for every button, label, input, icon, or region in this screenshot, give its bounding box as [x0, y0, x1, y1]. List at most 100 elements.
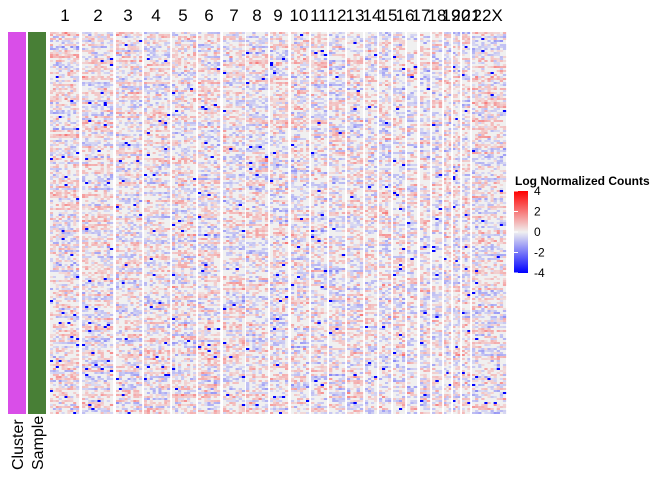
heatmap-cell — [82, 340, 86, 342]
heatmap-cell — [85, 226, 89, 228]
heatmap-cell — [61, 280, 65, 282]
heatmap-cell — [64, 148, 68, 150]
heatmap-cell — [55, 98, 59, 100]
heatmap-cell — [116, 34, 120, 36]
heatmap-cell — [184, 250, 188, 252]
heatmap-cell — [146, 50, 150, 52]
heatmap-cell — [55, 54, 59, 56]
heatmap-cell — [91, 126, 95, 128]
heatmap-cell — [91, 146, 95, 148]
heatmap-cell — [136, 190, 140, 192]
heatmap-cell — [130, 270, 134, 272]
heatmap-cell — [139, 270, 143, 272]
heatmap-cell — [167, 264, 171, 266]
heatmap-cell — [100, 410, 104, 412]
heatmap-cell — [82, 186, 86, 188]
heatmap-cell — [73, 320, 77, 322]
heatmap-cell — [175, 214, 179, 216]
heatmap-cell — [121, 386, 125, 388]
heatmap-cell — [127, 174, 131, 176]
heatmap-cell — [76, 68, 80, 70]
heatmap-cell — [76, 158, 80, 160]
heatmap-cell — [100, 214, 104, 216]
heatmap-cell — [50, 406, 54, 408]
heatmap-cell — [82, 130, 86, 132]
heatmap-cell — [70, 190, 74, 192]
heatmap-cell — [164, 122, 168, 124]
heatmap-cell — [50, 102, 54, 104]
heatmap-cell — [136, 178, 140, 180]
heatmap-cell — [139, 404, 143, 406]
heatmap-cell — [127, 258, 131, 260]
heatmap-cell — [103, 92, 107, 94]
heatmap-cell — [52, 384, 56, 386]
heatmap-cell — [64, 190, 68, 192]
heatmap-cell — [61, 228, 65, 230]
heatmap-cell — [106, 158, 111, 160]
heatmap-cell — [50, 92, 54, 94]
heatmap-cell — [146, 220, 150, 222]
heatmap-cell — [184, 158, 188, 160]
heatmap-cell — [130, 152, 134, 154]
heatmap-cell — [155, 246, 159, 248]
heatmap-cell — [152, 350, 156, 352]
heatmap-cell — [158, 258, 162, 260]
heatmap-cell — [172, 90, 176, 92]
heatmap-cell — [146, 186, 150, 188]
heatmap-cell — [136, 236, 140, 238]
heatmap-cell — [178, 226, 182, 228]
heatmap-cell — [190, 56, 194, 58]
heatmap-cell — [172, 286, 176, 288]
heatmap-cell — [67, 224, 71, 226]
heatmap-cell — [121, 150, 125, 152]
heatmap-cell — [58, 308, 62, 310]
heatmap-cell — [152, 108, 156, 110]
heatmap-cell — [116, 250, 120, 252]
heatmap-cell — [181, 36, 185, 38]
heatmap-cell — [133, 92, 137, 94]
heatmap-cell — [97, 194, 101, 196]
heatmap-cell — [88, 36, 92, 38]
heatmap-cell — [161, 228, 165, 230]
heatmap-cell — [106, 378, 111, 380]
heatmap-cell — [91, 150, 95, 152]
heatmap-cell — [61, 386, 65, 388]
heatmap-cell — [76, 316, 80, 318]
heatmap-cell — [139, 346, 143, 348]
heatmap-cell — [61, 52, 65, 54]
heatmap-cell — [155, 54, 159, 56]
heatmap-cell — [146, 392, 150, 394]
heatmap-cell — [94, 66, 98, 68]
heatmap-cell — [124, 186, 128, 188]
heatmap-cell — [58, 386, 62, 388]
heatmap-cell — [52, 380, 56, 382]
heatmap-cell — [193, 154, 197, 156]
heatmap-cell — [64, 404, 68, 406]
heatmap-cell — [164, 378, 168, 380]
heatmap-cell — [144, 344, 148, 346]
heatmap-cell — [52, 262, 56, 264]
heatmap-cell — [124, 142, 128, 144]
heatmap-cell — [85, 112, 89, 114]
heatmap-cell — [94, 326, 98, 328]
heatmap-cell — [82, 136, 86, 138]
heatmap-cell — [161, 306, 165, 308]
heatmap-cell — [76, 382, 80, 384]
heatmap-cell — [167, 122, 171, 124]
heatmap-cell — [118, 122, 122, 124]
heatmap-cell — [88, 208, 92, 210]
heatmap-cell — [172, 146, 176, 148]
heatmap-cell — [175, 42, 179, 44]
heatmap-cell — [106, 166, 111, 168]
heatmap-cell — [100, 400, 104, 402]
heatmap-cell — [73, 278, 77, 280]
heatmap-cell — [52, 182, 56, 184]
heatmap-cell — [178, 186, 182, 188]
heatmap-cell — [94, 186, 98, 188]
heatmap-cell — [178, 64, 182, 66]
heatmap-cell — [181, 96, 185, 98]
heatmap-cell — [149, 280, 153, 282]
heatmap-cell — [164, 336, 168, 338]
heatmap-cell — [178, 292, 182, 294]
heatmap-cell — [85, 268, 89, 270]
